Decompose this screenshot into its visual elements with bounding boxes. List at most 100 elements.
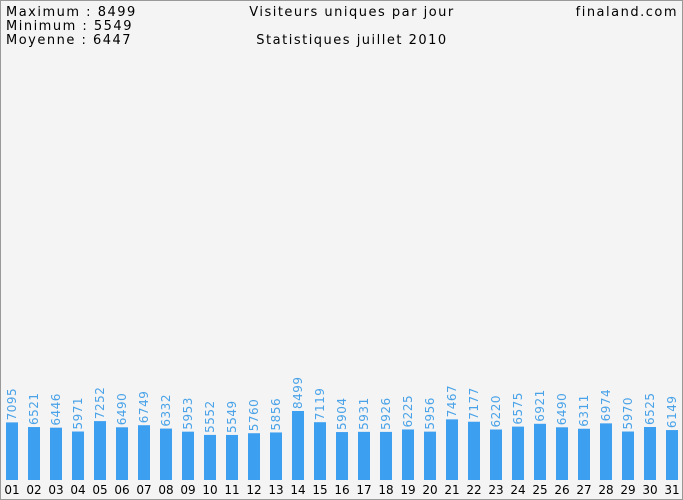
bar: [534, 423, 546, 480]
value-label: 5856: [269, 398, 283, 431]
value-label: 5549: [225, 400, 239, 433]
value-label: 5953: [181, 397, 195, 430]
x-tick-label: 26: [554, 483, 569, 497]
value-label: 5926: [379, 397, 393, 430]
bar: [72, 431, 84, 480]
value-label: 5971: [71, 397, 85, 430]
value-label: 6921: [533, 389, 547, 422]
bar: [28, 427, 40, 480]
x-tick-label: 25: [532, 483, 547, 497]
x-tick-label: 28: [598, 483, 613, 497]
value-label: 7252: [93, 387, 107, 420]
value-label: 5552: [203, 400, 217, 433]
value-label: 6525: [643, 392, 657, 425]
bar: [644, 427, 656, 480]
bar: [336, 432, 348, 480]
x-tick-label: 29: [620, 483, 635, 497]
x-tick-label: 06: [114, 483, 129, 497]
stat-min: Minimum : 5549: [6, 19, 133, 34]
value-label: 6490: [115, 393, 129, 426]
bar: [402, 429, 414, 480]
x-tick-label: 31: [664, 483, 679, 497]
value-label: 6749: [137, 391, 151, 424]
x-tick-label: 04: [70, 483, 85, 497]
bar: [292, 410, 304, 480]
x-tick-label: 08: [158, 483, 173, 497]
bar: [116, 427, 128, 480]
x-tick-label: 14: [290, 483, 305, 497]
bar: [556, 427, 568, 480]
x-tick-label: 20: [422, 483, 437, 497]
bar: [314, 422, 326, 480]
site-name: finaland.com: [576, 5, 678, 20]
value-label: 7095: [5, 388, 19, 421]
value-label: 6149: [665, 396, 679, 429]
bar: [424, 431, 436, 480]
value-label: 5904: [335, 398, 349, 431]
value-label: 6311: [577, 394, 591, 427]
bar: [578, 428, 590, 480]
value-label: 6575: [511, 392, 525, 425]
x-tick-label: 13: [268, 483, 283, 497]
value-label: 5931: [357, 397, 371, 430]
x-tick-label: 10: [202, 483, 217, 497]
value-label: 6225: [401, 395, 415, 428]
bar: [490, 429, 502, 480]
bar: [204, 434, 216, 480]
value-label: 8499: [291, 376, 305, 409]
bar: [468, 421, 480, 480]
bar: [512, 426, 524, 480]
x-tick-label: 23: [488, 483, 503, 497]
x-tick-label: 22: [466, 483, 481, 497]
x-tick-label: 09: [180, 483, 195, 497]
bar: [160, 428, 172, 480]
x-tick-label: 21: [444, 483, 459, 497]
bar: [50, 427, 62, 480]
bar: [94, 421, 106, 480]
value-label: 5970: [621, 397, 635, 430]
value-label: 7177: [467, 387, 481, 420]
x-tick-label: 12: [246, 483, 261, 497]
bar: [666, 430, 678, 480]
bar: [138, 425, 150, 480]
bar: [182, 431, 194, 480]
value-label: 6446: [49, 393, 63, 426]
stat-avg: Moyenne : 6447: [6, 33, 132, 48]
x-tick-label: 30: [642, 483, 657, 497]
bar: [226, 434, 238, 480]
value-label: 7467: [445, 385, 459, 418]
value-label: 5956: [423, 397, 437, 430]
x-tick-label: 05: [92, 483, 107, 497]
x-tick-label: 19: [400, 483, 415, 497]
value-label: 6220: [489, 395, 503, 428]
x-tick-label: 01: [4, 483, 19, 497]
bar: [6, 422, 18, 480]
bar: [380, 431, 392, 480]
value-label: 6974: [599, 389, 613, 422]
x-tick-label: 16: [334, 483, 349, 497]
value-label: 6332: [159, 394, 173, 427]
x-tick-label: 27: [576, 483, 591, 497]
x-tick-label: 02: [26, 483, 41, 497]
stat-max: Maximum : 8499: [6, 5, 137, 20]
x-tick-label: 03: [48, 483, 63, 497]
bar: [248, 433, 260, 480]
value-label: 7119: [313, 388, 327, 421]
chart-subtitle: Statistiques juillet 2010: [256, 33, 447, 48]
value-label: 5760: [247, 399, 261, 432]
chart-title: Visiteurs uniques par jour: [249, 5, 455, 20]
x-tick-label: 15: [312, 483, 327, 497]
x-tick-label: 11: [224, 483, 239, 497]
bar: [270, 432, 282, 480]
bar: [622, 431, 634, 480]
x-tick-label: 24: [510, 483, 525, 497]
x-tick-label: 17: [356, 483, 371, 497]
value-label: 6521: [27, 393, 41, 426]
x-tick-label: 18: [378, 483, 393, 497]
bar: [600, 423, 612, 480]
x-tick-label: 07: [136, 483, 151, 497]
bar: [446, 419, 458, 480]
bar: [358, 431, 370, 480]
